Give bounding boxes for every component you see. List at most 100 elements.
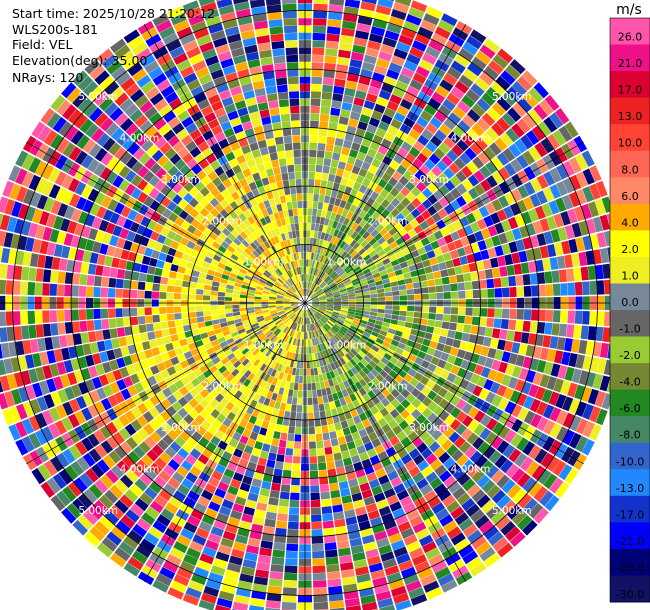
range-gate	[239, 331, 248, 338]
range-gate	[367, 448, 377, 458]
range-gate	[283, 135, 292, 144]
range-gate	[332, 205, 339, 214]
range-gate	[397, 447, 408, 459]
range-gate	[371, 485, 383, 496]
range-gate	[261, 299, 269, 302]
range-gate	[267, 342, 274, 350]
range-gate	[324, 341, 330, 349]
range-gate	[257, 102, 269, 111]
range-gate	[313, 10, 328, 19]
range-gate	[186, 356, 196, 366]
range-gate	[280, 365, 287, 373]
range-gate	[111, 65, 127, 81]
range-gate	[309, 361, 314, 369]
range-gate	[204, 112, 217, 123]
range-gate	[294, 323, 298, 331]
range-gate	[302, 324, 305, 332]
range-gate	[406, 85, 420, 98]
range-gate	[410, 0, 428, 13]
range-gate	[220, 407, 231, 417]
range-gate	[194, 92, 207, 104]
range-gate	[286, 310, 293, 316]
range-gate	[3, 232, 14, 248]
range-gate	[224, 349, 233, 357]
range-gate	[423, 490, 437, 502]
range-gate	[83, 102, 98, 118]
range-gate	[346, 523, 359, 533]
range-gate	[252, 516, 265, 526]
range-gate	[243, 378, 251, 387]
range-gate	[283, 209, 289, 218]
range-gate	[311, 84, 322, 92]
range-gate	[120, 77, 136, 92]
range-gate	[339, 313, 347, 318]
range-gate	[327, 363, 333, 372]
range-gate	[290, 411, 297, 420]
range-gate	[291, 297, 299, 301]
range-gate	[115, 278, 124, 289]
range-gate	[566, 324, 575, 338]
range-gate	[159, 314, 168, 322]
range-gate	[470, 325, 479, 335]
range-gate	[369, 455, 380, 465]
range-gate	[203, 585, 220, 597]
range-gate	[500, 521, 516, 536]
range-gate	[127, 142, 141, 156]
range-gate	[193, 264, 202, 272]
range-gate	[247, 104, 259, 114]
range-gate	[6, 373, 18, 390]
range-gate	[277, 242, 283, 251]
range-gate	[338, 349, 345, 357]
range-gate	[408, 353, 417, 362]
range-gate	[241, 284, 249, 290]
range-gate	[425, 379, 436, 390]
range-gate	[309, 149, 317, 158]
range-gate	[333, 229, 340, 237]
range-gate	[325, 48, 338, 57]
range-gate	[143, 228, 153, 239]
range-gate	[341, 304, 349, 307]
range-gate	[237, 15, 253, 26]
range-gate	[466, 35, 483, 50]
range-gate	[395, 347, 404, 355]
range-gate	[218, 232, 227, 241]
range-gate	[257, 495, 269, 504]
range-gate	[246, 406, 255, 415]
range-gate	[384, 131, 396, 143]
range-gate	[361, 313, 370, 319]
range-gate	[232, 308, 240, 313]
range-gate	[277, 363, 283, 372]
range-gate	[329, 114, 340, 124]
range-gate	[79, 118, 94, 134]
range-gate	[470, 83, 485, 97]
range-gate	[287, 164, 295, 173]
range-gate	[204, 342, 213, 350]
range-gate	[351, 454, 361, 464]
range-gate	[323, 314, 330, 320]
range-gate	[252, 172, 261, 182]
range-gate	[22, 401, 35, 417]
range-gate	[298, 267, 302, 275]
range-gate	[69, 193, 81, 208]
range-gate	[324, 312, 332, 317]
range-gate	[278, 409, 285, 418]
range-gate	[346, 211, 354, 220]
range-gate	[352, 345, 361, 353]
range-gate	[163, 359, 173, 369]
range-gate	[277, 310, 285, 314]
range-gate	[99, 243, 109, 255]
range-gate	[362, 366, 371, 375]
range-gate	[376, 204, 386, 214]
range-gate	[311, 306, 318, 312]
range-gate	[251, 336, 259, 343]
range-gate	[230, 253, 239, 261]
range-gate	[345, 605, 362, 610]
range-gate	[392, 170, 403, 181]
range-gate	[450, 506, 465, 520]
range-gate	[496, 474, 510, 489]
range-gate	[307, 193, 314, 201]
range-gate	[57, 389, 69, 403]
range-gate	[315, 164, 323, 173]
range-gate	[581, 386, 592, 403]
range-gate	[266, 230, 274, 239]
